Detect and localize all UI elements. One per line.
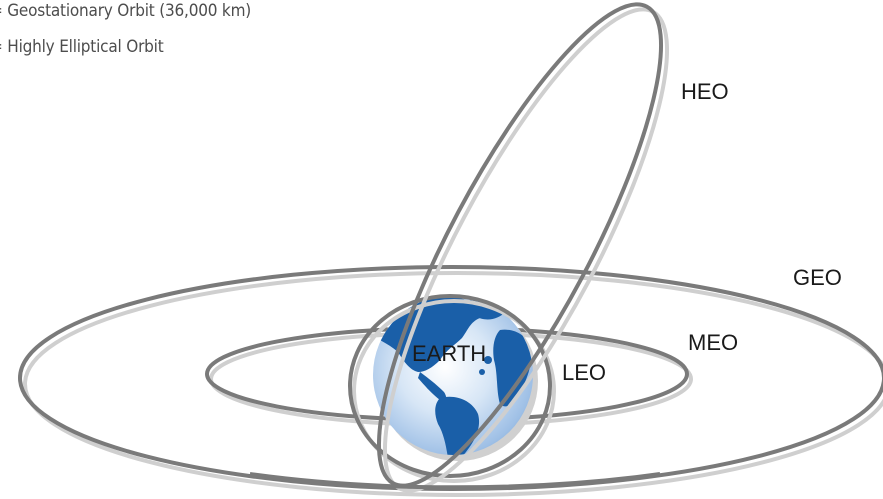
leo-label: LEO	[562, 360, 606, 385]
geo-label: GEO	[793, 265, 842, 290]
earth-label: EARTH	[412, 341, 486, 366]
geo-orbit-front-arc	[249, 472, 661, 490]
heo-label: HEO	[681, 79, 729, 104]
leo-orbit	[348, 294, 556, 483]
meo-label: MEO	[688, 330, 738, 355]
legend-heo: = Highly Elliptical Orbit	[0, 37, 164, 57]
legend-geo: = Geostationary Orbit (36,000 km)	[0, 1, 252, 21]
